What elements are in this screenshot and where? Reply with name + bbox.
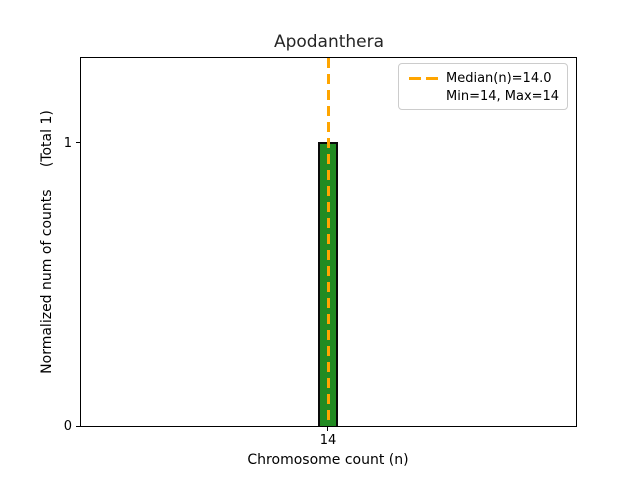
orange-dashed-line-icon [409, 76, 438, 80]
xtick-mark-14 [327, 427, 329, 431]
legend-label-median: Median(n)=14.0 [446, 70, 552, 86]
ytick-mark-0 [76, 426, 80, 428]
ytick-mark-1 [76, 142, 80, 144]
xtick-label-14: 14 [319, 433, 337, 448]
yaxis-label: Normalized num of counts (Total 1) [39, 110, 55, 374]
legend-entry-minmax: Min=14, Max=14 [409, 87, 559, 105]
chart-title: Apodanthera [273, 32, 385, 52]
xaxis-label: Chromosome count (n) [247, 452, 409, 468]
legend-label-minmax: Min=14, Max=14 [446, 88, 560, 104]
ytick-label-0: 0 [63, 419, 72, 434]
ytick-label-1: 1 [63, 136, 72, 151]
median-dashed-line [327, 58, 330, 426]
legend: Median(n)=14.0 Min=14, Max=14 [398, 63, 568, 110]
legend-entry-median: Median(n)=14.0 [409, 69, 559, 87]
legend-swatch-empty [409, 95, 438, 98]
plot-area [80, 57, 577, 427]
